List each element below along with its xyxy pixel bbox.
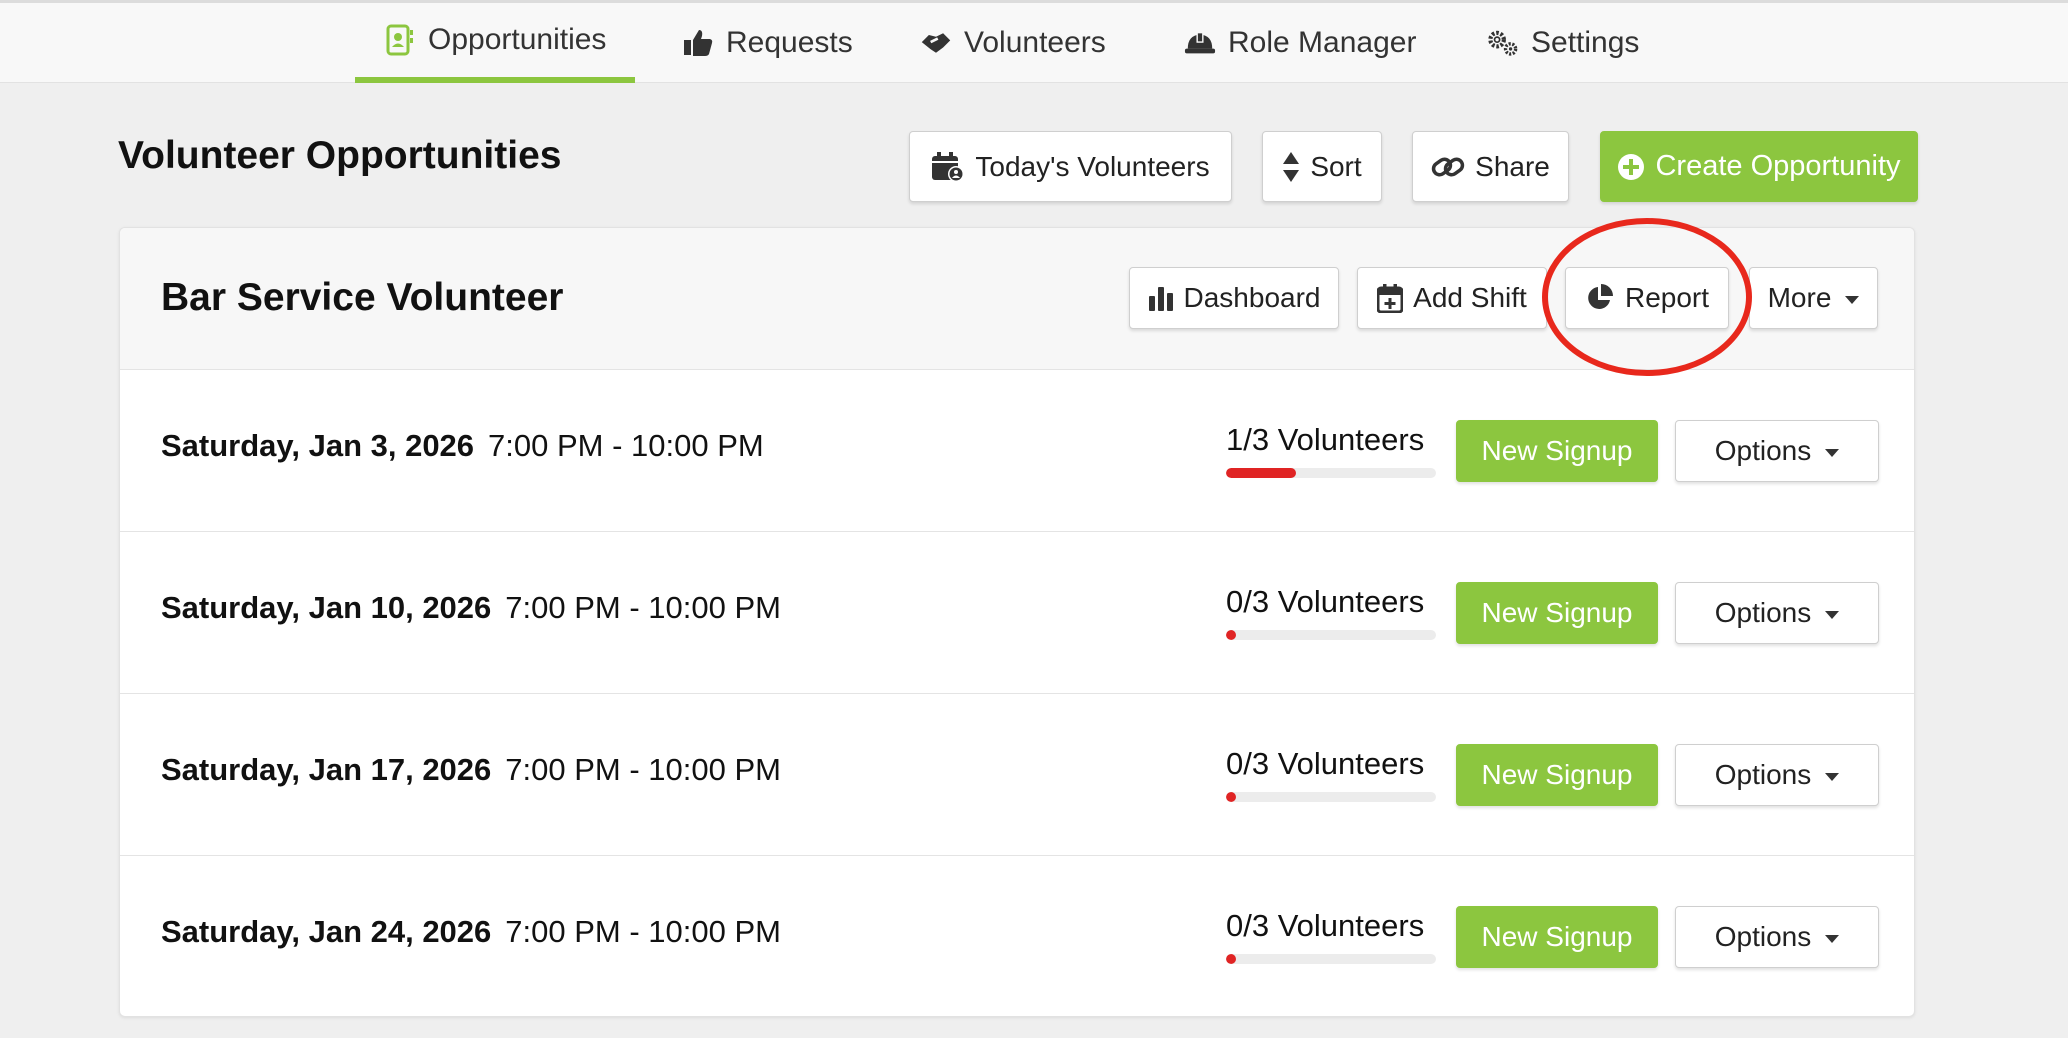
tab-opportunities-label: Opportunities — [428, 23, 607, 56]
shift-row: Saturday, Jan 24, 2026 7:00 PM - 10:00 PM… — [120, 856, 1914, 1016]
tab-requests-label: Requests — [726, 26, 853, 59]
chevron-down-icon — [1825, 449, 1840, 457]
tab-settings-label: Settings — [1531, 26, 1640, 59]
volunteer-progress-bar — [1226, 468, 1436, 478]
report-button[interactable]: Report — [1565, 267, 1729, 329]
pie-chart-icon — [1585, 283, 1615, 313]
tab-role-manager-label: Role Manager — [1228, 26, 1417, 59]
handshake-icon — [920, 27, 952, 59]
options-label: Options — [1714, 435, 1812, 466]
page-title: Volunteer Opportunities — [118, 134, 562, 177]
new-signup-button[interactable]: New Signup — [1456, 420, 1658, 482]
volunteer-count: 1/3 Volunteers — [1226, 422, 1425, 457]
tab-volunteers[interactable]: Volunteers — [920, 3, 1106, 83]
link-icon — [1431, 152, 1465, 182]
bar-chart-icon — [1148, 284, 1174, 312]
options-dropdown[interactable]: Options — [1675, 744, 1879, 806]
shift-date: Saturday, Jan 17, 2026 — [161, 752, 492, 787]
more-dropdown[interactable]: More — [1749, 267, 1878, 329]
shift-datetime: Saturday, Jan 17, 2026 7:00 PM - 10:00 PM — [161, 752, 781, 788]
new-signup-label: New Signup — [1481, 597, 1633, 628]
volunteer-progress-bar — [1226, 954, 1436, 964]
volunteer-progress-bar — [1226, 630, 1436, 640]
volunteer-count: 0/3 Volunteers — [1226, 908, 1425, 943]
options-label: Options — [1714, 759, 1812, 790]
new-signup-button[interactable]: New Signup — [1456, 744, 1658, 806]
tab-settings[interactable]: Settings — [1487, 3, 1639, 83]
share-button[interactable]: Share — [1412, 131, 1569, 202]
shift-datetime: Saturday, Jan 10, 2026 7:00 PM - 10:00 PM — [161, 590, 781, 626]
new-signup-button[interactable]: New Signup — [1456, 906, 1658, 968]
gears-icon — [1487, 27, 1519, 59]
shift-time: 7:00 PM - 10:00 PM — [488, 428, 764, 463]
options-label: Options — [1714, 597, 1812, 628]
options-dropdown[interactable]: Options — [1675, 420, 1879, 482]
shift-datetime: Saturday, Jan 24, 2026 7:00 PM - 10:00 PM — [161, 914, 781, 950]
opportunity-card-header: Bar Service Volunteer Dashboard Add Shif… — [120, 228, 1914, 370]
volunteer-progress-fill — [1226, 468, 1296, 478]
sort-icon — [1282, 151, 1300, 183]
new-signup-label: New Signup — [1481, 759, 1633, 790]
volunteer-progress-fill — [1226, 792, 1236, 802]
dashboard-label: Dashboard — [1183, 282, 1321, 313]
plus-circle-icon — [1617, 153, 1645, 181]
options-dropdown[interactable]: Options — [1675, 582, 1879, 644]
create-opportunity-button[interactable]: Create Opportunity — [1600, 131, 1918, 202]
shift-datetime: Saturday, Jan 3, 2026 7:00 PM - 10:00 PM — [161, 428, 764, 464]
sort-label: Sort — [1310, 150, 1362, 182]
shift-time: 7:00 PM - 10:00 PM — [505, 752, 781, 787]
shift-date: Saturday, Jan 24, 2026 — [161, 914, 492, 949]
shift-time: 7:00 PM - 10:00 PM — [505, 590, 781, 625]
volunteer-count: 0/3 Volunteers — [1226, 746, 1425, 781]
chevron-down-icon — [1825, 935, 1840, 943]
todays-volunteers-label: Today's Volunteers — [975, 150, 1210, 182]
opportunity-card: Bar Service Volunteer Dashboard Add Shif… — [119, 227, 1915, 1017]
volunteer-progress-bar — [1226, 792, 1436, 802]
shift-row: Saturday, Jan 17, 2026 7:00 PM - 10:00 PM… — [120, 694, 1914, 856]
sort-button[interactable]: Sort — [1262, 131, 1382, 202]
shift-date: Saturday, Jan 10, 2026 — [161, 590, 492, 625]
contact-book-icon — [384, 24, 416, 56]
share-label: Share — [1475, 150, 1550, 182]
options-label: Options — [1714, 921, 1812, 952]
new-signup-button[interactable]: New Signup — [1456, 582, 1658, 644]
calendar-user-icon — [931, 151, 965, 183]
volunteer-progress-fill — [1226, 954, 1236, 964]
shift-row: Saturday, Jan 3, 2026 7:00 PM - 10:00 PM … — [120, 370, 1914, 532]
dashboard-button[interactable]: Dashboard — [1129, 267, 1339, 329]
shift-time: 7:00 PM - 10:00 PM — [505, 914, 781, 949]
shift-date: Saturday, Jan 3, 2026 — [161, 428, 475, 463]
new-signup-label: New Signup — [1481, 921, 1633, 952]
volunteer-progress-fill — [1226, 630, 1236, 640]
top-nav: Opportunities Requests Volunteers Role M… — [0, 0, 2068, 83]
thumbs-up-icon — [682, 27, 714, 59]
shift-row: Saturday, Jan 10, 2026 7:00 PM - 10:00 PM… — [120, 532, 1914, 694]
calendar-plus-icon — [1377, 283, 1404, 313]
tab-opportunities[interactable]: Opportunities — [355, 3, 636, 83]
volunteer-count: 0/3 Volunteers — [1226, 584, 1425, 619]
opportunity-title: Bar Service Volunteer — [161, 276, 564, 319]
more-label: More — [1767, 282, 1832, 313]
tab-volunteers-label: Volunteers — [964, 26, 1106, 59]
hard-hat-icon — [1184, 27, 1216, 59]
todays-volunteers-button[interactable]: Today's Volunteers — [909, 131, 1232, 202]
chevron-down-icon — [1845, 296, 1860, 304]
report-label: Report — [1624, 282, 1710, 313]
add-shift-label: Add Shift — [1413, 282, 1527, 313]
tab-role-manager[interactable]: Role Manager — [1184, 3, 1416, 83]
options-dropdown[interactable]: Options — [1675, 906, 1879, 968]
create-opportunity-label: Create Opportunity — [1655, 150, 1901, 182]
tab-requests[interactable]: Requests — [682, 3, 853, 83]
add-shift-button[interactable]: Add Shift — [1357, 267, 1547, 329]
chevron-down-icon — [1825, 773, 1840, 781]
new-signup-label: New Signup — [1481, 435, 1633, 466]
chevron-down-icon — [1825, 611, 1840, 619]
